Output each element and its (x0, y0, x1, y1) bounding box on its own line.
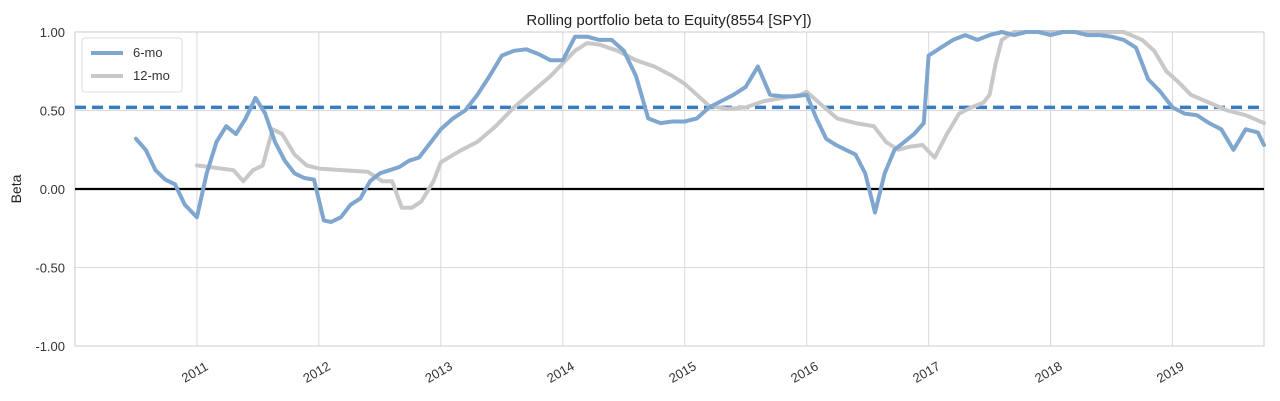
series-line-6mo (134, 30, 1266, 224)
y-tick-label: -0.50 (35, 261, 65, 276)
legend-label-6mo: 6-mo (133, 45, 163, 60)
y-tick-label: 0.50 (40, 104, 65, 119)
y-tick-label: -1.00 (35, 339, 65, 354)
x-tick-label: 2016 (788, 358, 821, 385)
x-tick-label: 2011 (179, 359, 211, 386)
x-tick-label: 2014 (544, 358, 577, 385)
y-tick-label: 1.00 (40, 25, 65, 40)
tick-labels: 2011 2012 2013 2014 2015 2016 2017 2018 2019 1.00… (35, 25, 1186, 386)
chart-title: Rolling portfolio beta to Equity(8554 [S… (526, 12, 811, 29)
series-lines (134, 30, 1266, 224)
legend-label-12mo: 12-mo (133, 68, 170, 83)
x-tick-label: 2019 (1154, 358, 1187, 385)
x-tick-label: 2017 (910, 358, 943, 385)
series-line-12mo (194, 30, 1266, 210)
x-tick-label: 2013 (422, 358, 455, 385)
y-axis-label: Beta (8, 174, 24, 203)
x-tick-label: 2012 (300, 358, 333, 385)
x-tick-label: 2015 (666, 358, 699, 385)
y-tick-label: 0.00 (40, 182, 65, 197)
legend-box (81, 37, 183, 93)
legend: 6-mo 12-mo (81, 37, 183, 93)
x-tick-label: 2018 (1032, 358, 1065, 385)
